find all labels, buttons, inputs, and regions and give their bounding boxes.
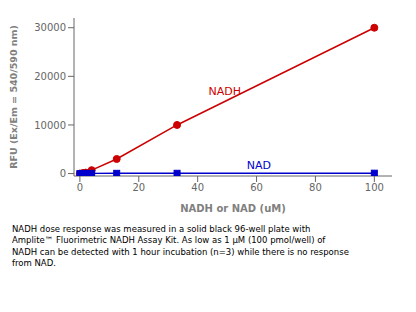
svg-text:80: 80 bbox=[309, 182, 322, 193]
svg-text:RFU (Ex/Em = 540/590 nm): RFU (Ex/Em = 540/590 nm) bbox=[8, 25, 19, 169]
svg-text:NADH or NAD (uM): NADH or NAD (uM) bbox=[180, 203, 286, 214]
svg-text:NADH: NADH bbox=[209, 85, 242, 98]
svg-text:0: 0 bbox=[60, 168, 66, 179]
svg-text:0: 0 bbox=[77, 182, 83, 193]
svg-text:20: 20 bbox=[132, 182, 145, 193]
svg-text:NAD: NAD bbox=[247, 159, 271, 172]
svg-text:100: 100 bbox=[365, 182, 384, 193]
svg-text:20000: 20000 bbox=[34, 71, 66, 82]
html-text:NADH dose response was measure: NADH dose response was measured in a sol… bbox=[12, 224, 349, 269]
svg-text:10000: 10000 bbox=[34, 120, 66, 131]
svg-text:30000: 30000 bbox=[34, 22, 66, 33]
svg-text:60: 60 bbox=[250, 182, 263, 193]
svg-text:40: 40 bbox=[191, 182, 204, 193]
